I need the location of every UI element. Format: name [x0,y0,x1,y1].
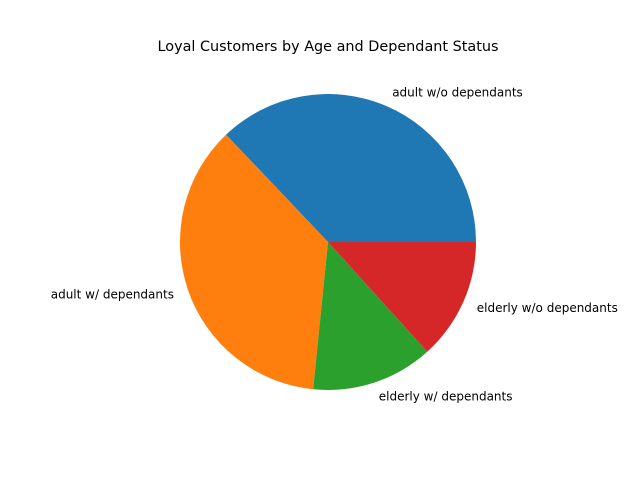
pie-slice-label-4: elderly w/o dependants [477,301,618,315]
pie-slice-label-1: adult w/o dependants [392,85,523,99]
pie-labels: adult w/o dependants adult w/ dependants e… [51,85,618,403]
pie-slice-2 [180,134,328,390]
pie-slice-3 [313,242,428,390]
pie-slice-label-3: elderly w/ dependants [379,390,513,404]
pie-slices [180,93,477,390]
pie-slice-4 [328,242,476,352]
chart-title: Loyal Customers by Age and Dependant Sta… [158,39,499,55]
pie-slice-1 [226,93,477,242]
pie-slice-label-2: adult w/ dependants [51,288,174,302]
